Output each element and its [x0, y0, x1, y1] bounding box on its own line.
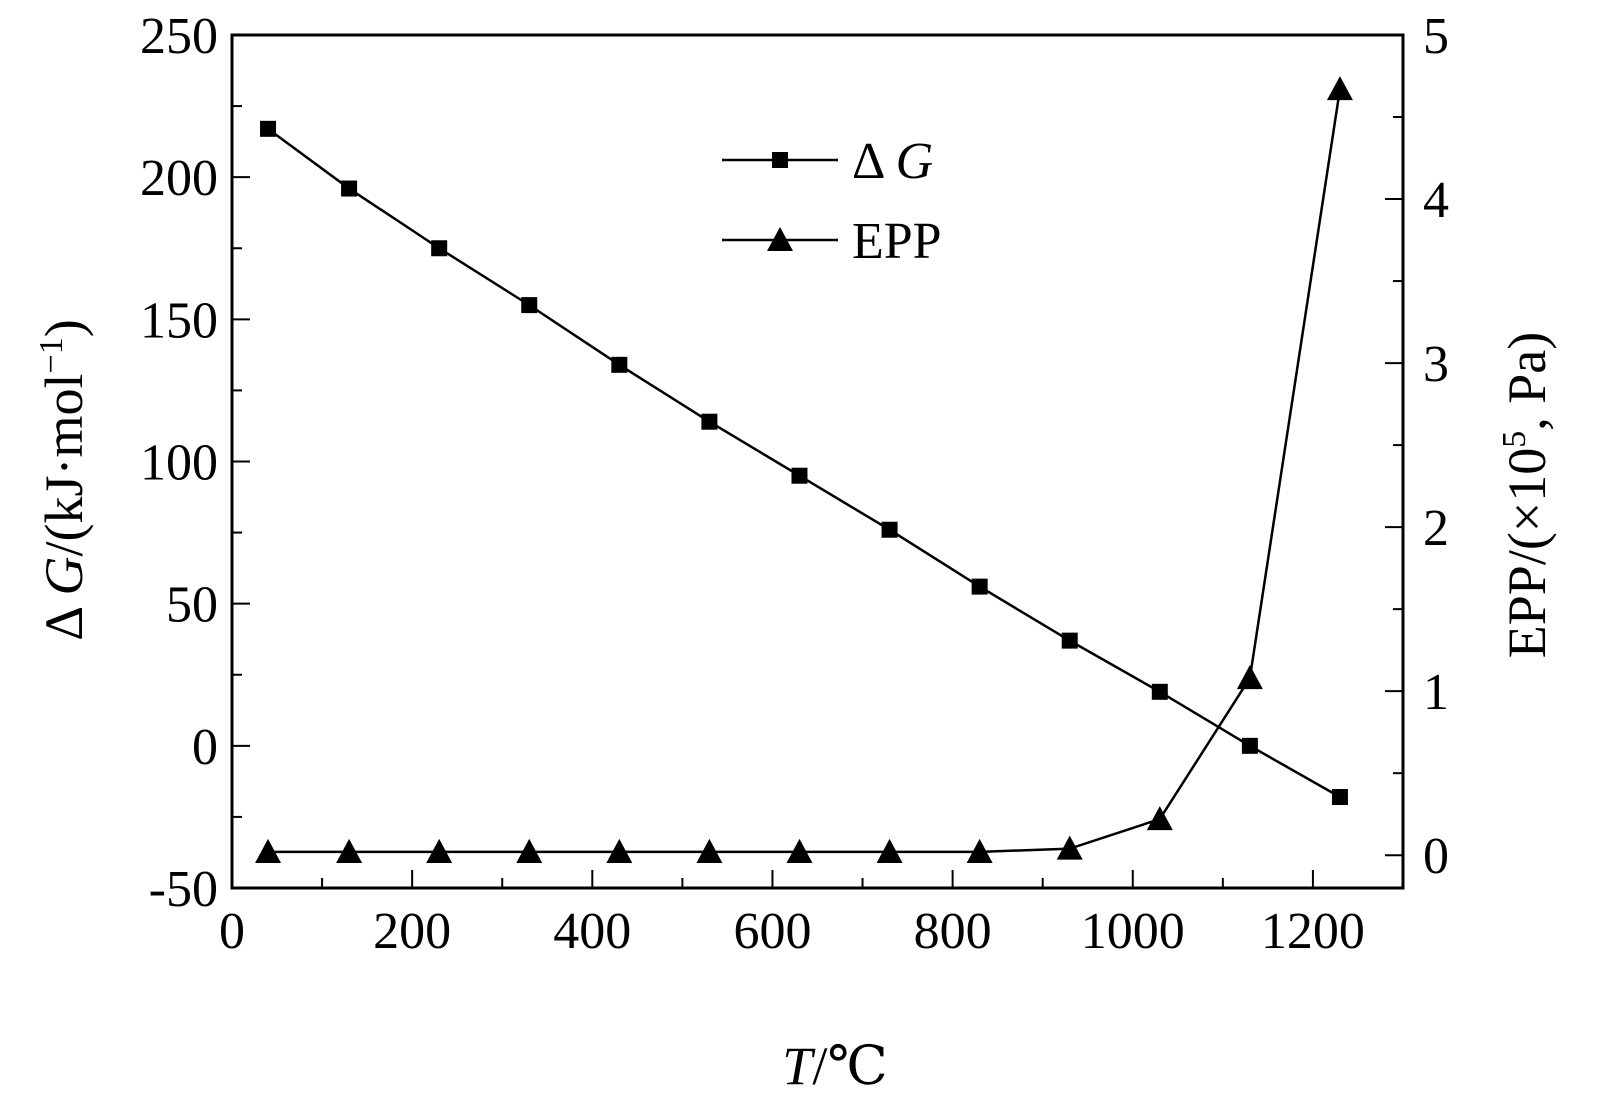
data-point [1151, 683, 1168, 700]
y-axis-right: 0 1 2 3 4 5 [1385, 8, 1449, 885]
x-tick-label: 200 [373, 903, 451, 960]
data-point [1326, 76, 1353, 101]
data-point [786, 838, 813, 863]
legend-label: EPP [852, 213, 942, 270]
x-axis-title: T/℃ [782, 1036, 887, 1096]
legend-marker [767, 227, 793, 252]
data-point [966, 838, 993, 863]
x-tick-label: 600 [733, 903, 811, 960]
y-right-tick-label: 2 [1423, 500, 1449, 557]
y-right-tick-label: 1 [1423, 664, 1449, 721]
series-layer [255, 76, 1353, 863]
data-point [1331, 789, 1348, 806]
legend: Δ G EPP [722, 133, 942, 270]
data-point [516, 838, 543, 863]
legend-label: Δ G [852, 133, 933, 190]
data-point [260, 120, 277, 137]
x-axis: 0 200 400 600 800 1000 1200 [219, 870, 1365, 960]
legend-marker [772, 152, 788, 168]
y-right-tick-label: 5 [1423, 8, 1449, 65]
data-point [696, 838, 723, 863]
x-tick-label: 800 [914, 903, 992, 960]
y-axis-left-title: Δ G/(kJ·mol−1) [33, 319, 94, 640]
data-point [521, 297, 538, 314]
plot-frame [230, 33, 1405, 890]
y-right-tick-label: 0 [1423, 828, 1449, 885]
y-right-tick-label: 3 [1423, 336, 1449, 393]
data-point [611, 356, 628, 373]
data-point [431, 240, 448, 257]
data-point [1146, 806, 1173, 831]
data-point [606, 838, 633, 863]
y-left-tick-label: 200 [140, 150, 218, 207]
data-point [876, 838, 903, 863]
data-point [881, 521, 898, 538]
y-left-tick-label: 50 [166, 577, 218, 634]
legend-item: Δ G [722, 133, 933, 190]
data-point [426, 838, 453, 863]
data-point [1236, 665, 1263, 690]
legend-item: EPP [722, 213, 942, 270]
x-tick-label: 400 [553, 903, 631, 960]
y-left-tick-label: 0 [192, 719, 218, 776]
y-right-tick-label: 4 [1423, 172, 1449, 229]
plot-frame-rect [230, 33, 1405, 890]
data-point [1056, 835, 1083, 860]
y-axis-right-title: EPP/(×105, Pa) [1496, 332, 1557, 658]
y-axis-right-title-superscript: 5 [1496, 431, 1533, 448]
y-left-tick-label: 150 [140, 292, 218, 349]
data-point [341, 180, 358, 197]
y-left-tick-label: 100 [140, 435, 218, 492]
y-axis-left: -50 0 50 100 150 200 250 [140, 8, 250, 918]
data-point [1061, 632, 1078, 649]
data-point [701, 413, 718, 430]
y-left-tick-label: -50 [149, 861, 218, 918]
data-point [791, 467, 808, 484]
x-tick-label: 1000 [1081, 903, 1185, 960]
series-delta-g [260, 120, 1348, 806]
data-point [336, 838, 363, 863]
y-left-tick-label: 250 [140, 8, 218, 65]
data-point [971, 578, 988, 595]
x-tick-label: 1200 [1261, 903, 1365, 960]
y-axis-left-title-superscript: −1 [33, 337, 70, 373]
data-point [255, 838, 282, 863]
x-tick-label: 0 [219, 903, 245, 960]
data-point [1241, 737, 1258, 754]
series-epp [255, 76, 1353, 863]
series-line [267, 127, 1341, 799]
